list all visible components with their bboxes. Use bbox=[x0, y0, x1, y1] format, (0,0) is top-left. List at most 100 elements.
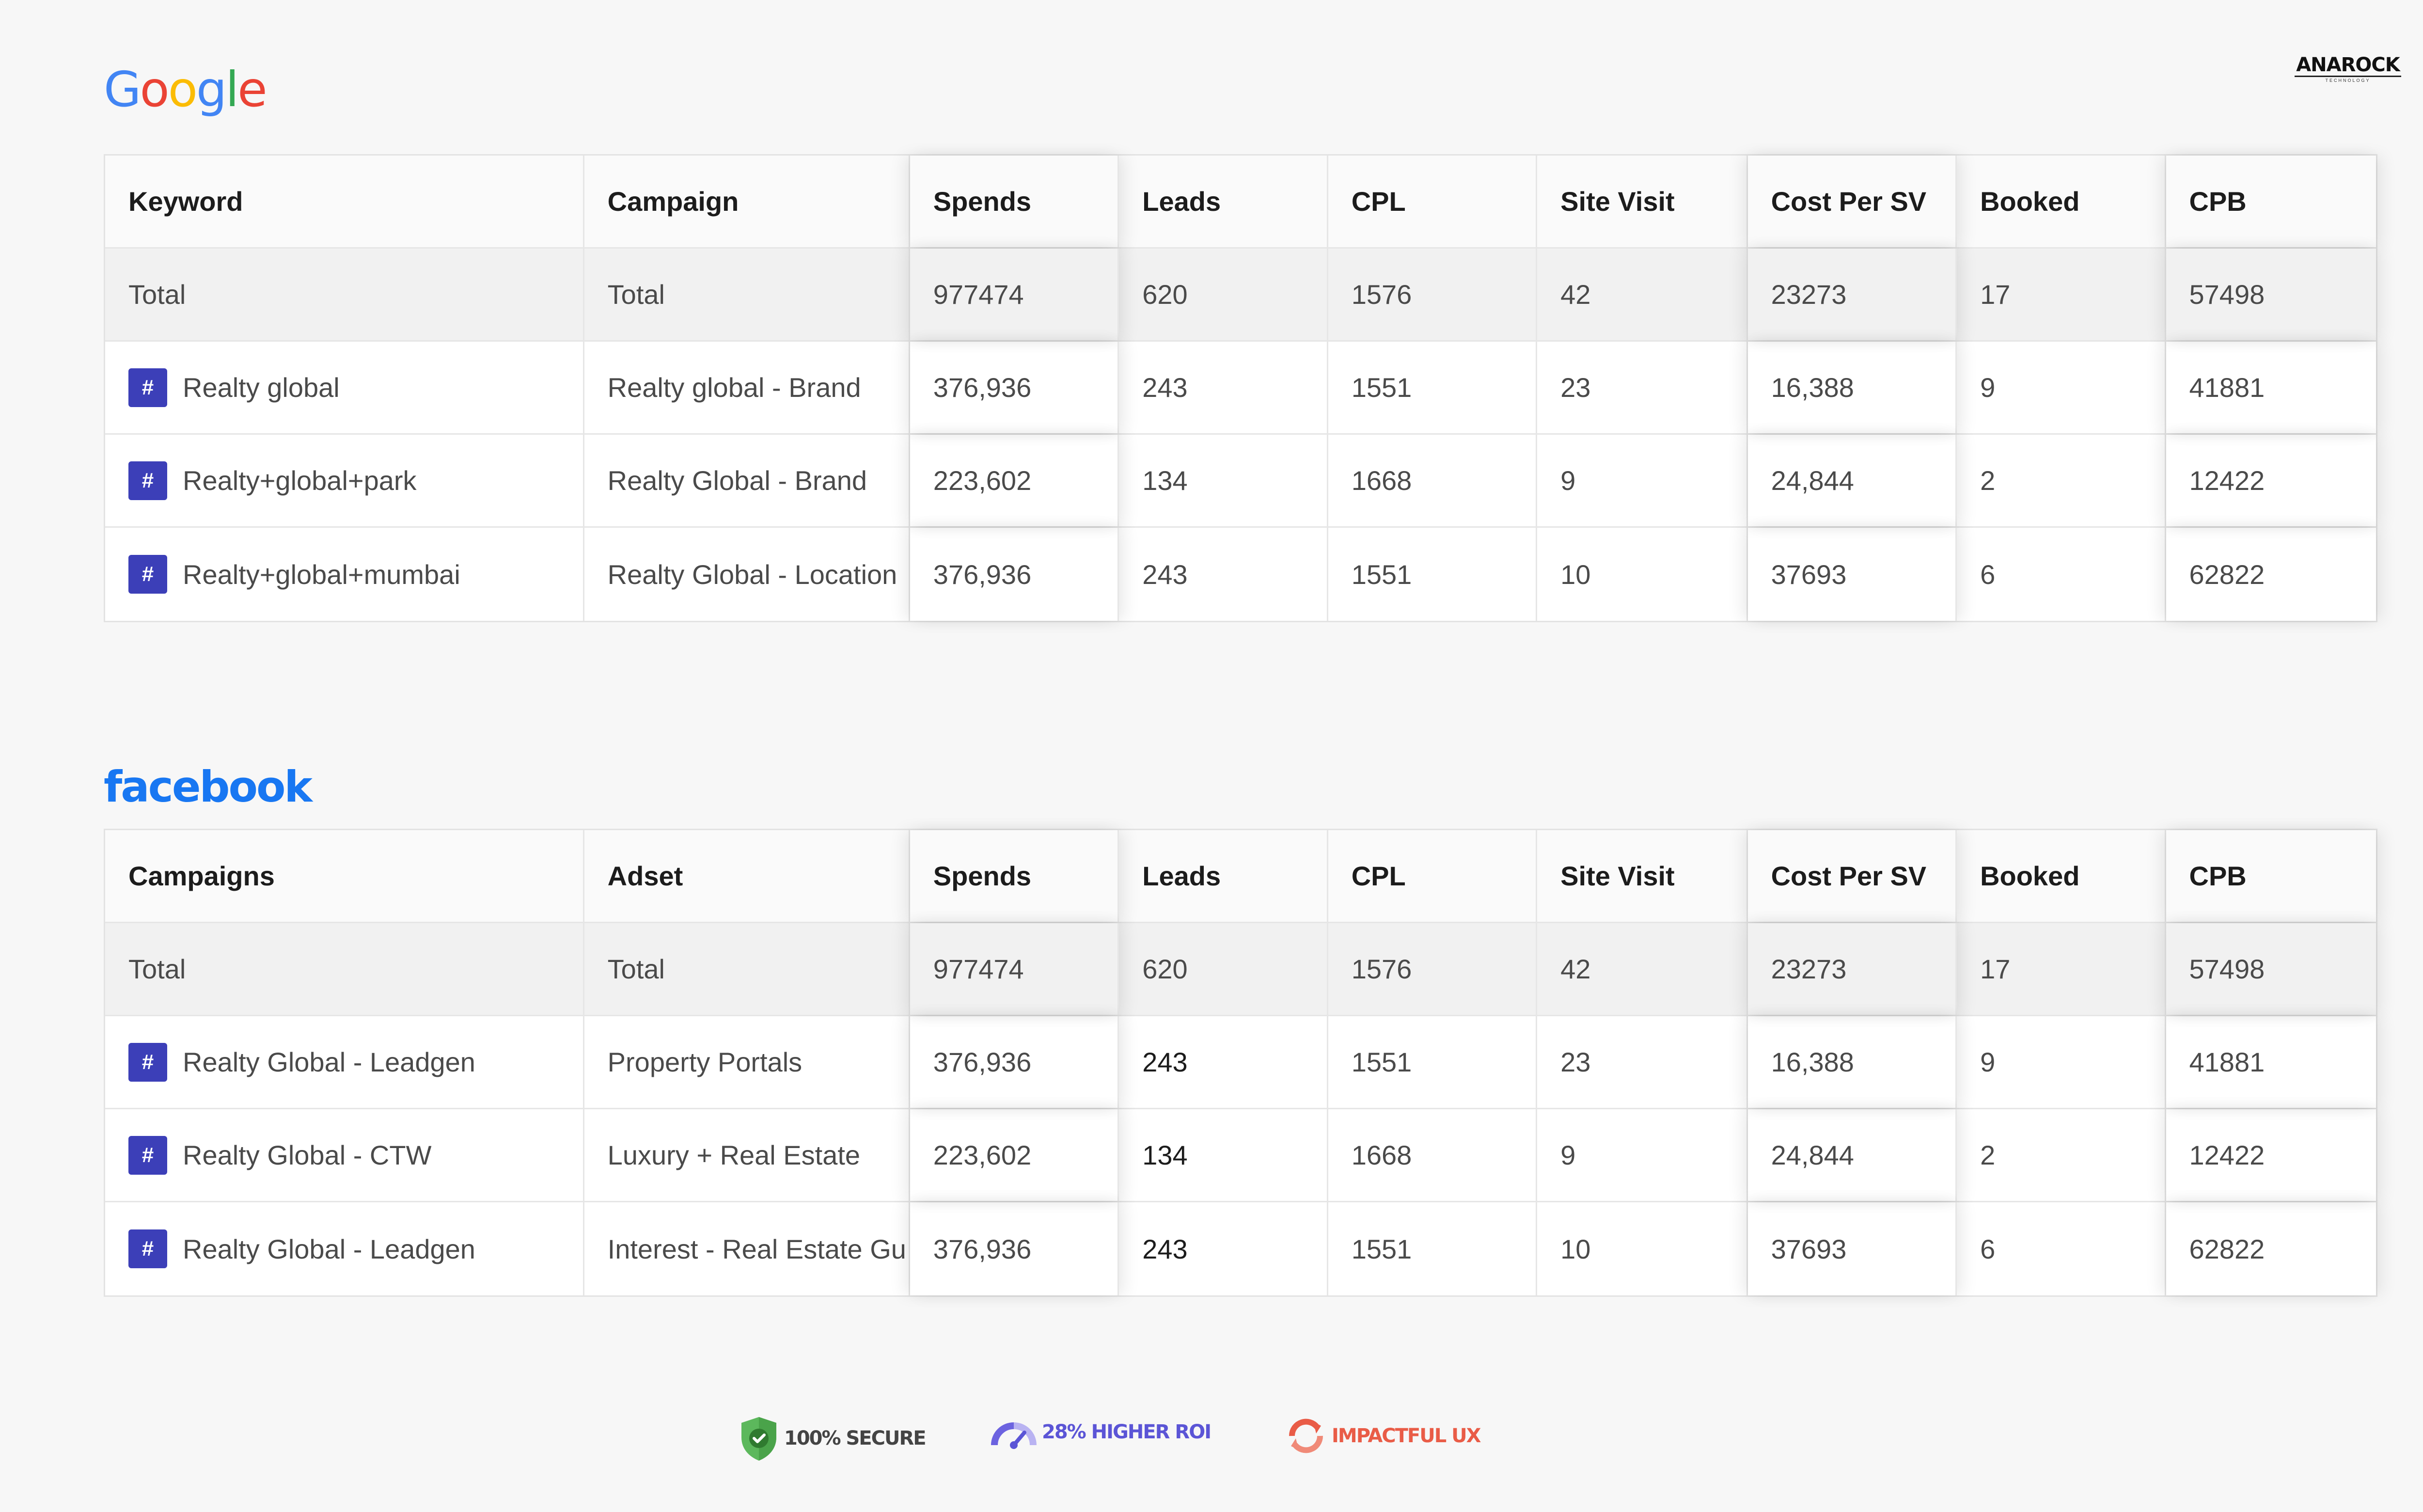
keyword-text: Realty global bbox=[183, 372, 340, 403]
keyword-text: Realty+global+park bbox=[183, 465, 417, 496]
cpl-cell: 1551 bbox=[1328, 342, 1538, 433]
header-cpb[interactable]: CPB bbox=[2166, 830, 2376, 922]
booked-cell: 6 bbox=[1957, 1202, 2166, 1295]
cost-per-sv-cell: 24,844 bbox=[1748, 1109, 1957, 1201]
header-campaigns[interactable]: Campaigns bbox=[105, 830, 584, 922]
campaign-text: Realty Global - Leadgen bbox=[183, 1047, 475, 1077]
spends-cell: 376,936 bbox=[910, 1016, 1119, 1108]
leads-cell: 243 bbox=[1119, 528, 1328, 621]
header-spends[interactable]: Spends bbox=[910, 830, 1119, 922]
leads-cell: 134 bbox=[1119, 435, 1328, 526]
cpl-cell: 1551 bbox=[1328, 1202, 1538, 1295]
anarock-logo: ANAROCK TECHNOLOGY bbox=[2295, 55, 2401, 83]
hashtag-icon: # bbox=[128, 461, 167, 500]
header-cpl[interactable]: CPL bbox=[1328, 830, 1538, 922]
keyword-cell[interactable]: # Realty+global+mumbai bbox=[105, 528, 584, 621]
total-cell: Total bbox=[105, 923, 584, 1015]
header-keyword[interactable]: Keyword bbox=[105, 156, 584, 247]
total-cell: 1576 bbox=[1328, 923, 1538, 1015]
header-cost-per-sv[interactable]: Cost Per SV bbox=[1747, 156, 1957, 247]
anarock-subtitle: TECHNOLOGY bbox=[2295, 76, 2401, 83]
table-total-row: Total Total 977474 620 1576 42 23273 17 … bbox=[105, 249, 2376, 342]
keyword-cell[interactable]: # Realty+global+park bbox=[105, 435, 584, 526]
total-cell: 23273 bbox=[1747, 249, 1957, 340]
header-leads[interactable]: Leads bbox=[1119, 830, 1328, 922]
facebook-logo: facebook bbox=[104, 762, 313, 812]
keyword-cell[interactable]: # Realty global bbox=[105, 342, 584, 433]
table-row[interactable]: # Realty Global - Leadgen Property Portal… bbox=[105, 1016, 2376, 1109]
total-cell: 620 bbox=[1119, 923, 1328, 1015]
spends-cell: 223,602 bbox=[910, 1109, 1119, 1201]
speedometer-icon bbox=[991, 1422, 1037, 1449]
table-row[interactable]: # Realty Global - Leadgen Interest - Real… bbox=[105, 1202, 2376, 1295]
google-logo-letter: G bbox=[104, 61, 141, 118]
google-logo-letter: o bbox=[140, 61, 170, 118]
total-cell: 42 bbox=[1537, 249, 1748, 340]
campaign-text: Realty Global - CTW bbox=[183, 1140, 432, 1170]
header-cpb[interactable]: CPB bbox=[2166, 156, 2376, 247]
total-cell: 57498 bbox=[2166, 249, 2376, 340]
header-adset[interactable]: Adset bbox=[584, 830, 910, 922]
header-site-visit[interactable]: Site Visit bbox=[1537, 156, 1748, 247]
campaign-text: Realty Global - Leadgen bbox=[183, 1233, 475, 1264]
refresh-arrows-icon bbox=[1289, 1418, 1323, 1453]
table-total-row: Total Total 977474 620 1576 42 23273 17 … bbox=[105, 923, 2376, 1016]
roi-badge-label: 28% HIGHER ROI bbox=[1042, 1421, 1212, 1443]
site-visit-cell: 23 bbox=[1537, 342, 1748, 433]
booked-cell: 6 bbox=[1957, 528, 2166, 621]
google-logo-letter: o bbox=[168, 61, 198, 118]
header-cpl[interactable]: CPL bbox=[1328, 156, 1538, 247]
table-row[interactable]: # Realty global Realty global - Brand 376… bbox=[105, 342, 2376, 435]
leads-cell: 243 bbox=[1119, 342, 1328, 433]
secure-badge: 100% SECURE bbox=[739, 1415, 927, 1462]
keyword-text: Realty+global+mumbai bbox=[183, 559, 460, 590]
cost-per-sv-cell: 37693 bbox=[1748, 1202, 1957, 1295]
ux-badge-label: IMPACTFUL UX bbox=[1332, 1425, 1481, 1447]
campaign-cell[interactable]: # Realty Global - CTW bbox=[105, 1109, 584, 1201]
booked-cell: 2 bbox=[1957, 435, 2166, 526]
total-cell: Total bbox=[584, 923, 910, 1015]
campaign-cell[interactable]: # Realty Global - Leadgen bbox=[105, 1016, 584, 1108]
leads-cell: 243 bbox=[1119, 1202, 1328, 1295]
header-site-visit[interactable]: Site Visit bbox=[1537, 830, 1748, 922]
total-cell: 42 bbox=[1537, 923, 1748, 1015]
table-row[interactable]: # Realty+global+mumbai Realty Global - Lo… bbox=[105, 528, 2376, 621]
cpl-cell: 1551 bbox=[1328, 528, 1538, 621]
cpl-cell: 1668 bbox=[1328, 435, 1538, 526]
table-row[interactable]: # Realty+global+park Realty Global - Bran… bbox=[105, 435, 2376, 528]
spends-cell: 376,936 bbox=[910, 1202, 1119, 1295]
cost-per-sv-cell: 37693 bbox=[1748, 528, 1957, 621]
hashtag-icon: # bbox=[128, 1135, 167, 1175]
header-booked[interactable]: Booked bbox=[1957, 156, 2166, 247]
site-visit-cell: 23 bbox=[1537, 1016, 1748, 1108]
total-cell: 57498 bbox=[2166, 923, 2376, 1015]
secure-badge-label: 100% SECURE bbox=[784, 1427, 927, 1449]
google-logo: Google bbox=[104, 61, 267, 118]
adset-cell: Interest - Real Estate Gu bbox=[584, 1202, 910, 1295]
google-logo-letter: e bbox=[237, 61, 267, 118]
site-visit-cell: 10 bbox=[1537, 528, 1748, 621]
header-cost-per-sv[interactable]: Cost Per SV bbox=[1747, 830, 1957, 922]
table-row[interactable]: # Realty Global - CTW Luxury + Real Estat… bbox=[105, 1109, 2376, 1202]
campaign-cell[interactable]: # Realty Global - Leadgen bbox=[105, 1202, 584, 1295]
header-campaign[interactable]: Campaign bbox=[584, 156, 910, 247]
table-header-row: Campaigns Adset Spends Leads CPL Site Vi… bbox=[105, 830, 2376, 923]
leads-cell: 243 bbox=[1119, 1016, 1328, 1108]
google-logo-letter: g bbox=[196, 61, 227, 118]
spends-cell: 223,602 bbox=[910, 435, 1119, 526]
cost-per-sv-cell: 24,844 bbox=[1748, 435, 1957, 526]
google-ads-table: Keyword Campaign Spends Leads CPL Site V… bbox=[104, 154, 2377, 622]
site-visit-cell: 9 bbox=[1537, 435, 1748, 526]
site-visit-cell: 10 bbox=[1537, 1202, 1748, 1295]
cost-per-sv-cell: 16,388 bbox=[1748, 1016, 1957, 1108]
ux-badge: IMPACTFUL UX bbox=[1285, 1415, 1481, 1457]
total-cell: Total bbox=[105, 249, 584, 340]
google-logo-letter: l bbox=[225, 61, 239, 118]
header-leads[interactable]: Leads bbox=[1119, 156, 1328, 247]
header-booked[interactable]: Booked bbox=[1957, 830, 2166, 922]
header-spends[interactable]: Spends bbox=[910, 156, 1119, 247]
cpb-cell: 12422 bbox=[2166, 435, 2376, 526]
cpb-cell: 62822 bbox=[2166, 528, 2376, 621]
total-cell: 23273 bbox=[1747, 923, 1957, 1015]
cpb-cell: 41881 bbox=[2166, 1016, 2376, 1108]
